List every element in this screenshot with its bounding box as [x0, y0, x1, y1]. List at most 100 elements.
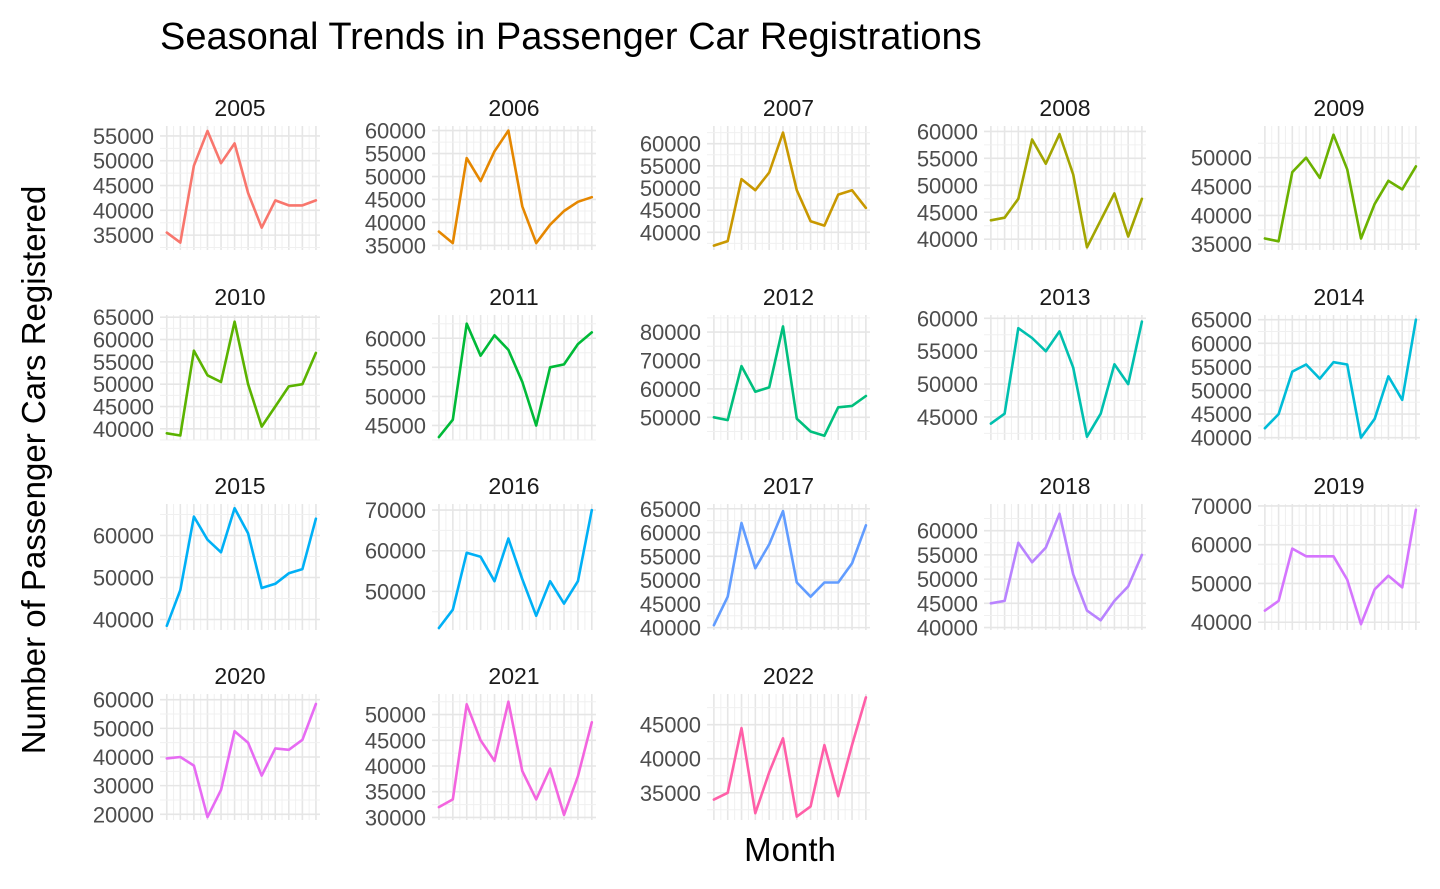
facet-strip-label: 2016	[488, 473, 539, 499]
y-tick-label: 60000	[365, 119, 426, 144]
series-line-2020	[165, 702, 318, 819]
y-tick-label: 50000	[93, 149, 154, 174]
y-tick-label: 55000	[640, 154, 701, 179]
y-tick-label: 55000	[93, 350, 154, 375]
y-tick-label: 35000	[93, 223, 154, 248]
y-tick-label: 40000	[1191, 610, 1252, 635]
y-tick-label: 50000	[365, 579, 426, 604]
y-tick-label: 45000	[1191, 402, 1252, 427]
facet-strip-label: 2019	[1313, 473, 1364, 499]
y-tick-label: 40000	[1191, 203, 1252, 228]
facet-strip-label: 2007	[763, 95, 814, 121]
y-tick-label: 50000	[917, 372, 978, 397]
y-tick-label: 40000	[93, 745, 154, 770]
y-tick-label: 50000	[640, 176, 701, 201]
series-line-2012	[712, 325, 868, 438]
y-tick-label: 45000	[93, 395, 154, 420]
facet-strip-label: 2013	[1039, 284, 1090, 310]
y-tick-label: 40000	[365, 754, 426, 779]
y-tick-label: 40000	[917, 616, 978, 641]
series-line-2021	[437, 700, 594, 817]
y-tick-label: 45000	[917, 405, 978, 430]
y-tick-label: 40000	[93, 417, 154, 442]
series-line-2005	[165, 129, 318, 244]
y-tick-label: 45000	[640, 713, 701, 738]
facet-panel-2020: 20000 30000 40000 50000 60000 2020	[93, 663, 320, 827]
series-line-2022	[712, 696, 868, 818]
y-tick-label: 60000	[365, 326, 426, 351]
y-tick-label: 45000	[365, 187, 426, 212]
facet-strip-label: 2018	[1039, 473, 1090, 499]
y-tick-label: 40000	[917, 227, 978, 252]
facet-strip-label: 2011	[489, 284, 538, 310]
y-tick-label: 55000	[917, 543, 978, 568]
facet-panel-2015: 40000 50000 60000 2015	[93, 473, 320, 633]
y-tick-label: 50000	[917, 567, 978, 592]
y-tick-label: 60000	[93, 524, 154, 549]
y-tick-label: 55000	[640, 544, 701, 569]
y-tick-label: 50000	[640, 568, 701, 593]
y-tick-label: 35000	[365, 780, 426, 805]
y-tick-label: 50000	[365, 165, 426, 190]
y-tick-label: 80000	[640, 320, 701, 345]
y-tick-label: 55000	[93, 124, 154, 149]
y-tick-label: 40000	[93, 608, 154, 633]
y-tick-label: 40000	[365, 210, 426, 235]
y-tick-label: 55000	[917, 146, 978, 171]
y-tick-label: 45000	[93, 174, 154, 199]
y-tick-label: 60000	[917, 306, 978, 331]
y-tick-label: 50000	[1191, 378, 1252, 403]
y-tick-label: 55000	[365, 142, 426, 167]
y-tick-label: 50000	[640, 405, 701, 430]
y-tick-label: 40000	[640, 220, 701, 245]
y-tick-label: 50000	[365, 703, 426, 728]
y-tick-label: 45000	[640, 592, 701, 617]
y-tick-label: 45000	[640, 198, 701, 223]
y-tick-label: 30000	[93, 774, 154, 799]
facet-strip-label: 2020	[214, 663, 265, 689]
y-tick-label: 20000	[93, 802, 154, 827]
y-tick-label: 60000	[917, 519, 978, 544]
y-tick-label: 60000	[917, 119, 978, 144]
facet-panel-2011: 45000 50000 55000 60000 2011	[365, 284, 596, 441]
series-line-2011	[437, 322, 594, 439]
facet-strip-label: 2009	[1313, 95, 1364, 121]
chart-title: Seasonal Trends in Passenger Car Registr…	[160, 16, 982, 58]
y-tick-label: 65000	[93, 305, 154, 330]
series-line-2016	[437, 508, 594, 630]
y-tick-label: 60000	[640, 132, 701, 157]
y-tick-label: 45000	[917, 591, 978, 616]
y-tick-label: 40000	[1191, 426, 1252, 451]
facet-panel-2012: 50000 60000 70000 80000 2012	[640, 284, 870, 440]
facet-strip-label: 2017	[763, 473, 814, 499]
facet-strip-label: 2012	[763, 284, 814, 310]
series-line-2017	[712, 509, 868, 627]
y-tick-label: 70000	[1191, 494, 1252, 519]
facet-strip-label: 2015	[214, 473, 265, 499]
y-tick-label: 45000	[365, 728, 426, 753]
y-tick-label: 35000	[365, 233, 426, 258]
y-tick-label: 65000	[640, 497, 701, 522]
facet-panel-2022: 35000 40000 45000 2022	[640, 663, 870, 820]
facet-strip-label: 2022	[763, 663, 814, 689]
facet-panel-2016: 50000 60000 70000 2016	[365, 473, 596, 630]
y-tick-label: 60000	[640, 377, 701, 402]
series-line-2014	[1263, 318, 1418, 439]
series-line-2013	[989, 320, 1144, 439]
y-tick-label: 50000	[1191, 571, 1252, 596]
y-tick-label: 50000	[365, 384, 426, 409]
y-tick-label: 55000	[365, 355, 426, 380]
facet-strip-label: 2021	[488, 663, 539, 689]
y-tick-label: 40000	[640, 747, 701, 772]
series-line-2018	[989, 512, 1144, 622]
y-tick-label: 60000	[1191, 331, 1252, 356]
series-line-2006	[437, 129, 594, 245]
series-line-2010	[165, 320, 318, 437]
y-tick-label: 65000	[1191, 308, 1252, 333]
